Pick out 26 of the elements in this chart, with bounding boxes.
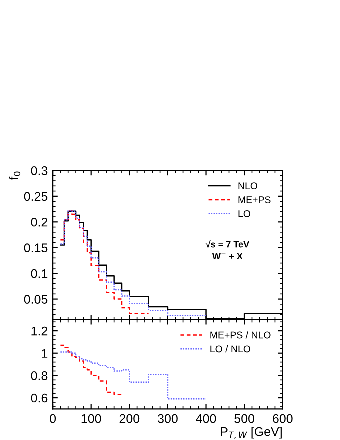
x-tick-label: 600 bbox=[273, 414, 293, 424]
legend-label: ME+PS bbox=[238, 196, 271, 204]
x-tick-label: 200 bbox=[120, 414, 140, 424]
x-tick-label: 400 bbox=[196, 414, 216, 424]
y-tick-label: 1.2 bbox=[32, 326, 48, 336]
x-tick-label: 0 bbox=[50, 414, 56, 424]
legend-label: ME+PS / NLO bbox=[210, 332, 271, 339]
x-tick-label: 500 bbox=[234, 414, 255, 424]
x-axis-title: P$_{T,W}$ [GeV] bbox=[221, 427, 282, 440]
legend-label: LO bbox=[238, 210, 250, 218]
y-tick-label: 0.8 bbox=[31, 372, 48, 380]
y-tick-label: 0.2 bbox=[31, 218, 48, 227]
x-tick-label: 300 bbox=[158, 414, 178, 424]
y-axis-title: f$_{0}$ bbox=[9, 172, 21, 180]
y-tick-label: 0.1 bbox=[31, 269, 48, 278]
annotation: √s = 7 TeV bbox=[206, 240, 250, 248]
y-tick-label: 0.3 bbox=[31, 166, 48, 176]
annotation: W$^{−}$ + X bbox=[212, 253, 243, 260]
legend-label: LO / NLO bbox=[210, 345, 250, 353]
y-tick-label: 0.15 bbox=[24, 244, 48, 253]
y-tick-label: 0.25 bbox=[24, 192, 48, 202]
y-tick-label: 1 bbox=[42, 349, 48, 358]
y-tick-label: 0.6 bbox=[31, 394, 48, 403]
y-tick-label: 0.05 bbox=[24, 295, 48, 304]
x-tick-label: 100 bbox=[82, 414, 102, 424]
legend-label: NLO bbox=[238, 182, 258, 190]
